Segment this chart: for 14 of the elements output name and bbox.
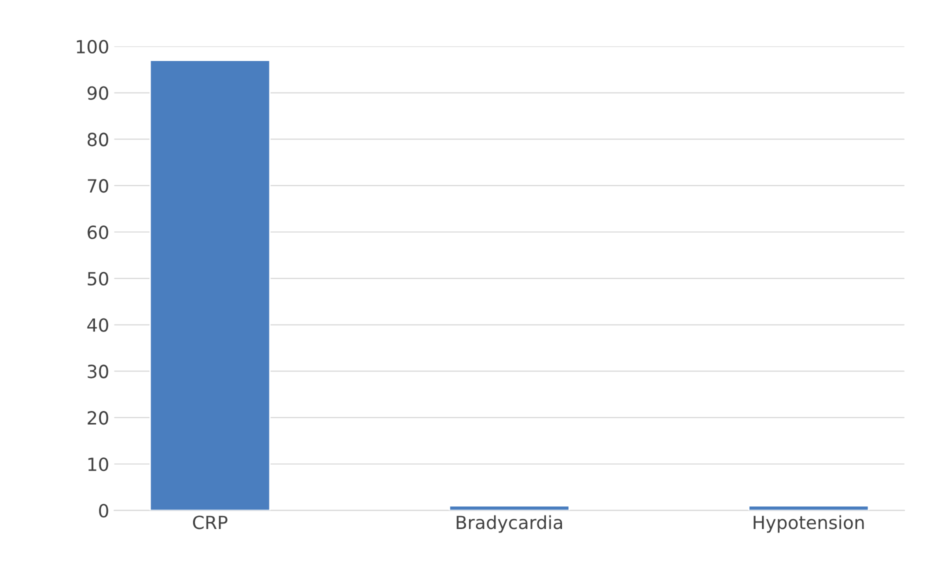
y-tick-label: 90 (88, 86, 108, 100)
y-tick-label: 0 (99, 504, 108, 518)
x-tick-label: Bradycardia (456, 515, 562, 533)
y-tick-label: 40 (87, 318, 108, 332)
y-tick-label: 30 (88, 364, 108, 378)
y-tick-label: 80 (88, 132, 108, 146)
y-tick-label: 10 (88, 457, 108, 472)
y-tick-label: 100 (76, 40, 108, 54)
y-tick-label: 70 (88, 179, 108, 193)
y-tick-label: 60 (88, 225, 108, 240)
y-tick-label: 20 (88, 411, 108, 425)
x-tick-label: CRP (193, 516, 228, 530)
x-tick-label: Hypotension (754, 515, 864, 533)
y-tick-label: 50 (88, 272, 108, 286)
